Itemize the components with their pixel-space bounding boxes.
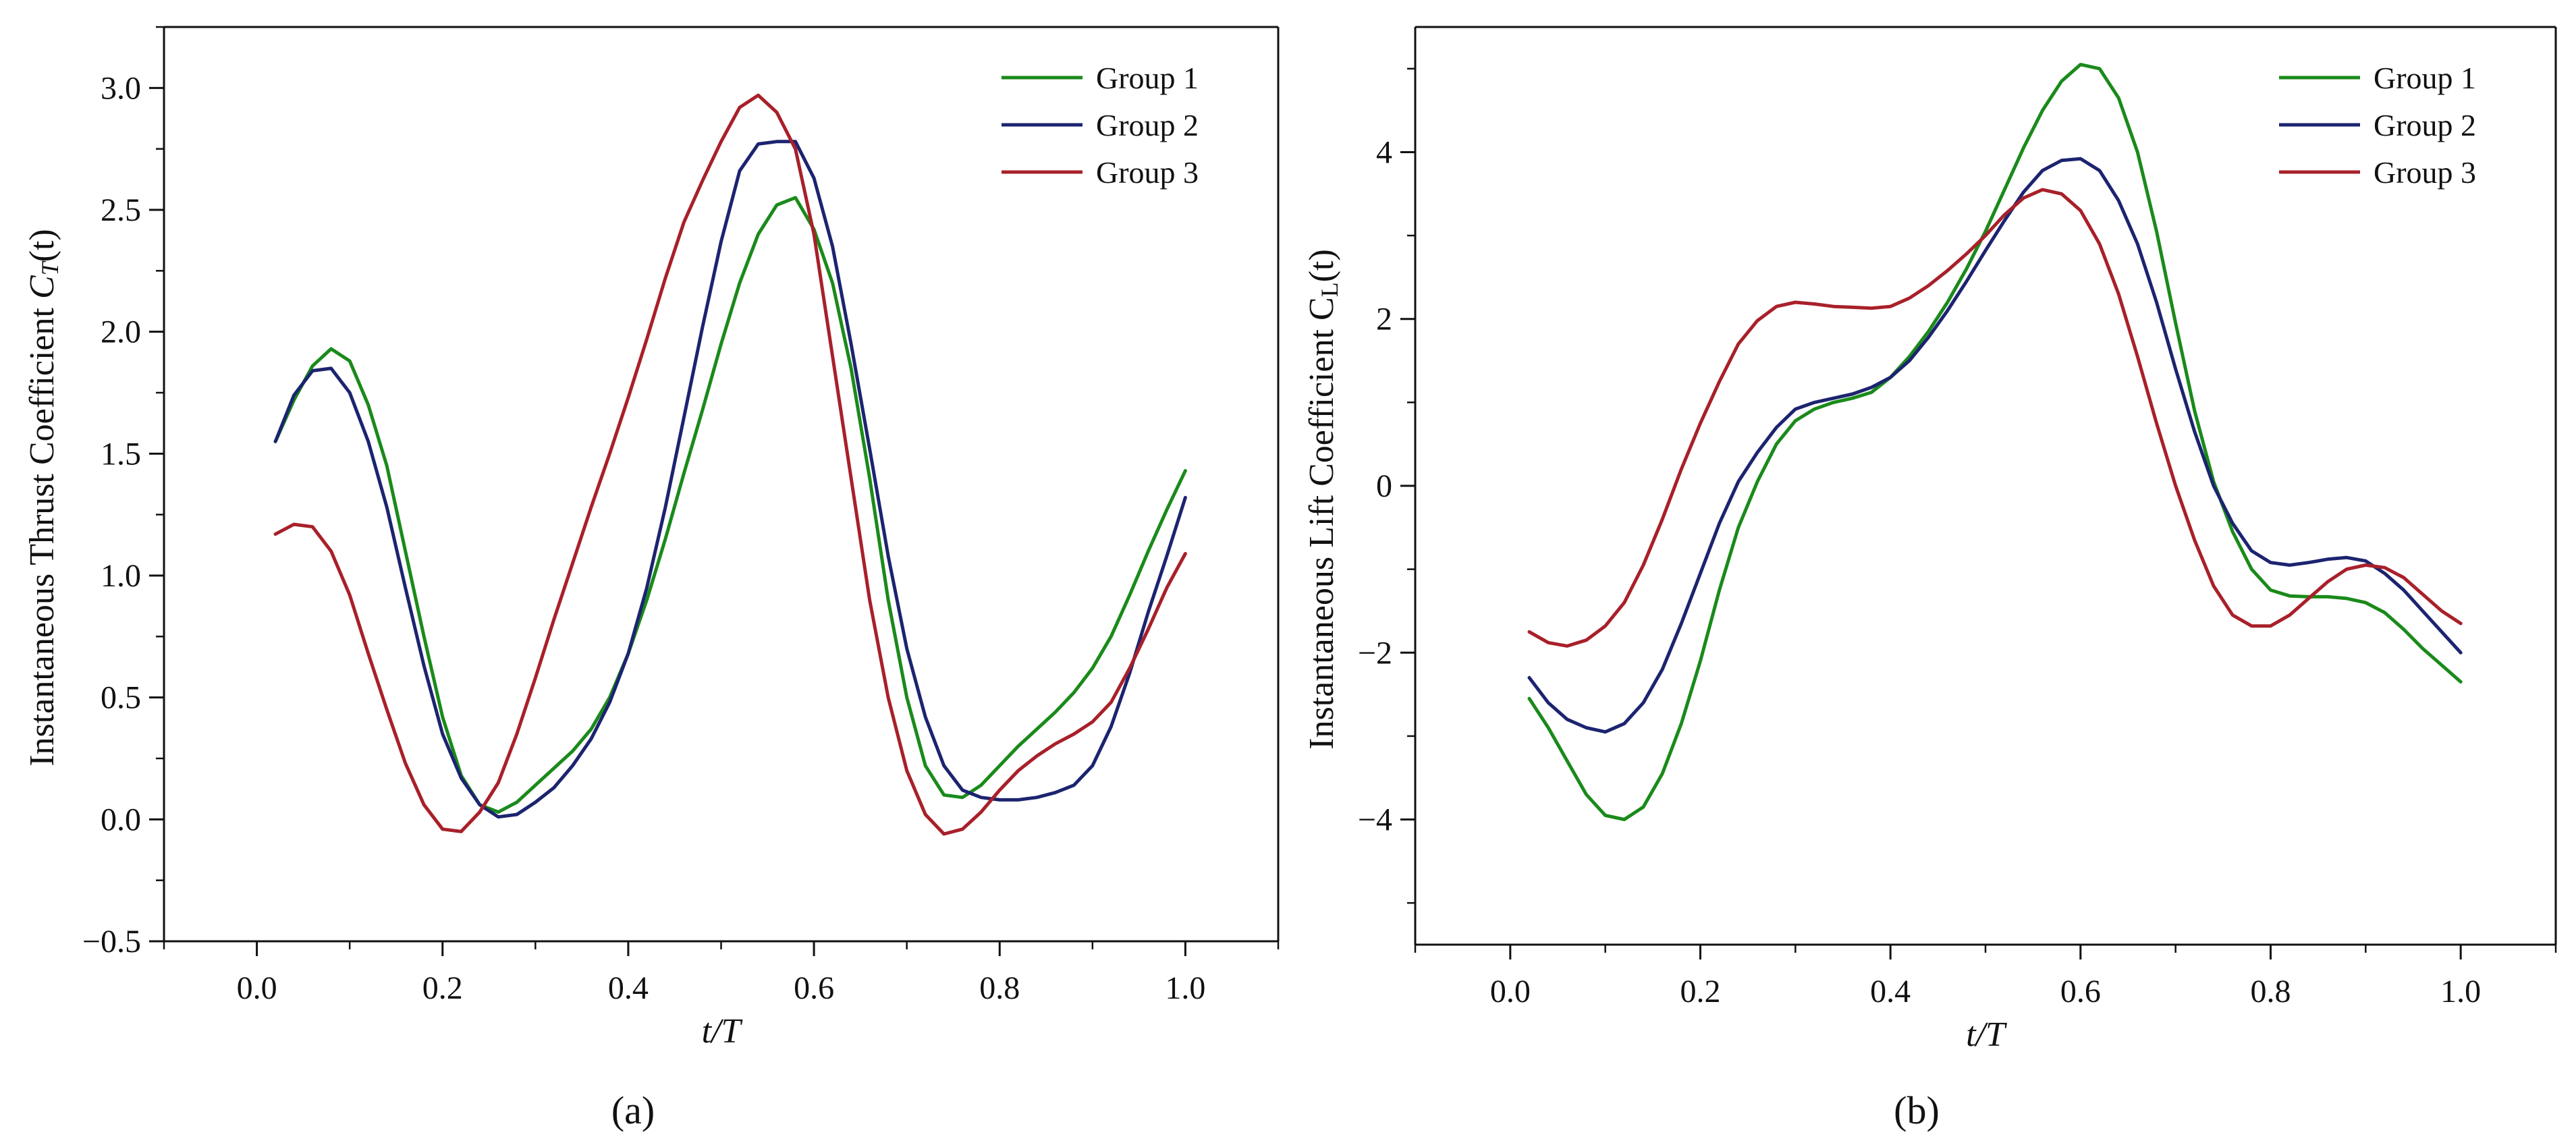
panel-label: (b): [1894, 1088, 1940, 1132]
y-tick-label: 1.5: [101, 436, 141, 472]
series-line-group-2: [1527, 157, 2463, 734]
x-tick-label: 0.8: [2251, 974, 2291, 1009]
x-tick-label: 0.0: [1490, 974, 1531, 1009]
series-line-group-2: [273, 140, 1187, 819]
x-axis-label: t/T: [1966, 1015, 2007, 1054]
y-axis-label-tail: (t): [23, 229, 61, 262]
x-tick-label: 1.0: [1165, 970, 1205, 1006]
x-tick-label: 0.2: [422, 970, 463, 1006]
panel-label: (a): [611, 1088, 655, 1132]
x-tick-label: 0.8: [979, 970, 1020, 1006]
legend-label: Group 1: [1096, 61, 1199, 95]
x-tick-label: 0.4: [608, 970, 649, 1006]
x-tick-label: 1.0: [2440, 974, 2481, 1009]
y-tick-label: 2: [1376, 302, 1392, 337]
y-axis-label-main: Instantaneous Thrust Coefficient: [23, 299, 61, 767]
y-tick-label: −4: [1358, 802, 1392, 838]
x-tick-label: 0.4: [1870, 974, 1911, 1009]
y-axis-label: Instantaneous Thrust Coefficient CT(t): [23, 229, 64, 767]
y-axis-label-subscript: T: [36, 260, 63, 275]
legend-label: Group 1: [2374, 61, 2476, 95]
y-axis-label-symbol: C: [23, 275, 61, 299]
legend-label: Group 3: [1096, 155, 1199, 190]
series-line-group-1: [1527, 63, 2463, 821]
y-tick-label: 2.0: [101, 314, 141, 350]
series-line-group-3: [1527, 188, 2463, 648]
y-tick-label: 1.0: [101, 558, 141, 594]
legend-label: Group 2: [2374, 108, 2476, 142]
x-tick-label: 0.2: [1680, 974, 1721, 1009]
y-tick-label: 0.0: [101, 802, 141, 837]
x-tick-label: 0.6: [2060, 974, 2101, 1009]
x-axis-label: t/T: [702, 1012, 743, 1051]
y-axis-label: Instantaneous Lift Coefficient CL(t): [1303, 249, 1344, 750]
y-tick-label: −0.5: [82, 924, 141, 959]
series-line-group-1: [273, 196, 1187, 814]
y-tick-label: 0: [1376, 468, 1392, 504]
y-tick-label: 3.0: [101, 70, 141, 106]
y-axis-label-main: Instantaneous Lift Coefficient: [1303, 321, 1341, 750]
y-axis-label-symbol: C: [1303, 297, 1341, 321]
legend-label: Group 2: [1096, 108, 1199, 142]
y-tick-label: 2.5: [101, 192, 141, 228]
legend-label: Group 3: [2374, 155, 2476, 190]
y-tick-label: 4: [1376, 134, 1392, 170]
y-axis-label-tail: (t): [1303, 249, 1341, 282]
y-axis-label-subscript: L: [1316, 282, 1343, 297]
y-tick-label: −2: [1358, 635, 1392, 671]
chart-panel-a: 0.0 0.2 0.4 0.6 0.8 1.0 −0.5 0.0 0.5 1.0 1.5 2.0 2.5…: [23, 26, 1280, 1132]
y-tick-label: 0.5: [101, 680, 141, 716]
x-tick-label: 0.0: [237, 970, 277, 1006]
series-line-group-3: [273, 93, 1187, 836]
chart-panel-b: 0.0 0.2 0.4 0.6 0.8 1.0 −4 −2 0 2 4 t/T Instantaneou…: [1303, 26, 2557, 1132]
x-tick-label: 0.6: [794, 970, 834, 1006]
